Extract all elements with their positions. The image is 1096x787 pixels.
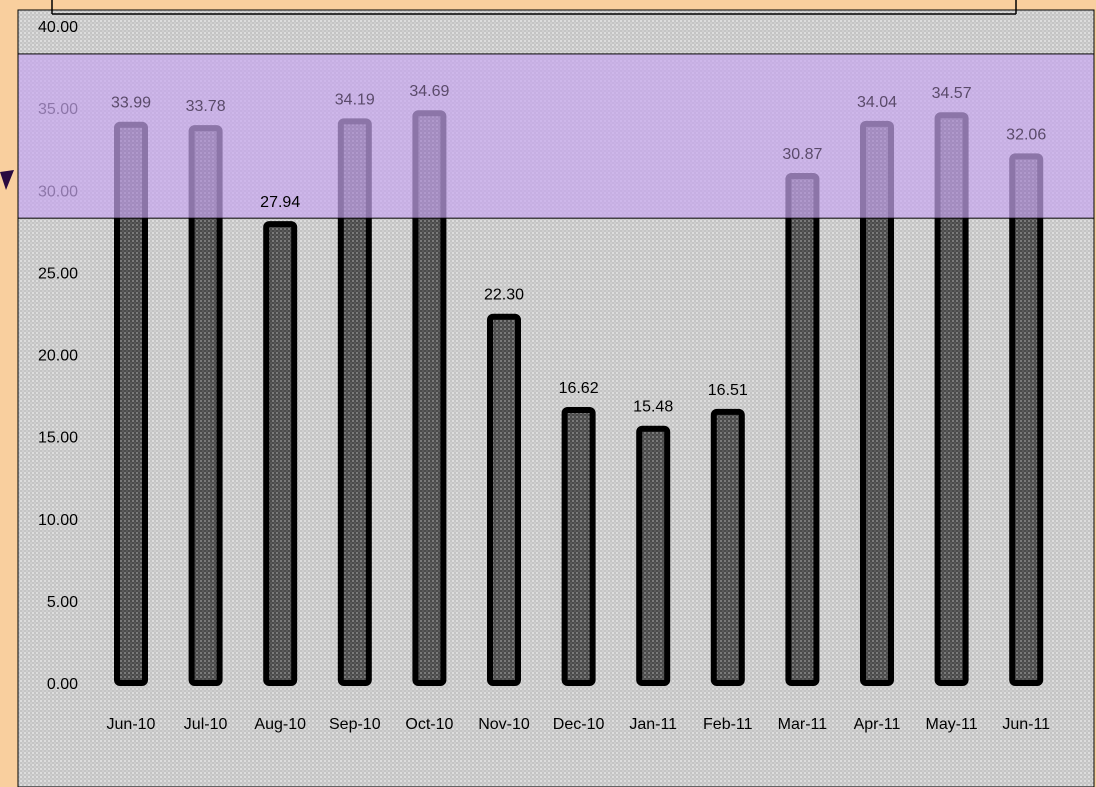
x-tick-label: Aug-10 xyxy=(254,716,306,733)
bar xyxy=(710,408,745,686)
y-tick-label: 0.00 xyxy=(47,676,78,693)
bar xyxy=(263,221,298,686)
highlight-band xyxy=(17,53,1095,219)
data-label: 16.51 xyxy=(708,382,748,399)
data-label: 16.62 xyxy=(559,380,599,397)
bar xyxy=(561,407,596,686)
data-label: 34.19 xyxy=(335,91,375,108)
bar xyxy=(487,313,521,686)
x-tick-label: Feb-11 xyxy=(703,716,753,733)
x-tick-label: Oct-10 xyxy=(405,716,453,733)
x-tick-label: Jun-10 xyxy=(107,716,156,733)
data-label: 34.04 xyxy=(857,94,897,111)
x-tick-label: Jun-11 xyxy=(1002,716,1050,733)
bar xyxy=(636,425,671,686)
data-label: 15.48 xyxy=(633,399,673,416)
data-label: 33.99 xyxy=(111,95,151,112)
data-label: 32.06 xyxy=(1006,126,1046,143)
data-label: 27.94 xyxy=(260,194,300,211)
x-tick-label: Jan-11 xyxy=(629,716,677,733)
data-label: 34.57 xyxy=(932,85,972,102)
y-tick-label: 5.00 xyxy=(47,594,78,611)
arrow-marker-icon xyxy=(0,170,14,190)
y-tick-label: 15.00 xyxy=(38,430,78,447)
y-tick-label: 40.00 xyxy=(38,19,78,36)
x-tick-label: Nov-10 xyxy=(478,716,530,733)
y-tick-label: 10.00 xyxy=(38,512,78,529)
x-tick-label: Mar-11 xyxy=(778,716,828,733)
highlight-band-layer xyxy=(17,53,1095,219)
bar xyxy=(785,172,820,687)
y-tick-label: 25.00 xyxy=(38,265,78,282)
data-label: 30.87 xyxy=(782,146,822,163)
value-labels: 33.99 33.78 27.94 34.19 34.69 22.30 16.62 15.48… xyxy=(111,83,1046,416)
x-tick-label: May-11 xyxy=(926,716,978,733)
x-tick-label: Apr-11 xyxy=(854,716,901,733)
data-label: 33.78 xyxy=(186,98,226,115)
x-tick-label: Sep-10 xyxy=(329,716,381,733)
y-tick-label: 20.00 xyxy=(38,348,78,365)
x-tick-label: Dec-10 xyxy=(553,716,605,733)
x-axis: Jun-10 Jul-10 Aug-10 Sep-10 Oct-10 Nov-10 Dec-… xyxy=(107,716,1051,733)
bar xyxy=(1009,153,1044,687)
x-tick-label: Jul-10 xyxy=(184,716,228,733)
data-label: 34.69 xyxy=(409,83,449,100)
data-label: 22.30 xyxy=(484,287,524,304)
